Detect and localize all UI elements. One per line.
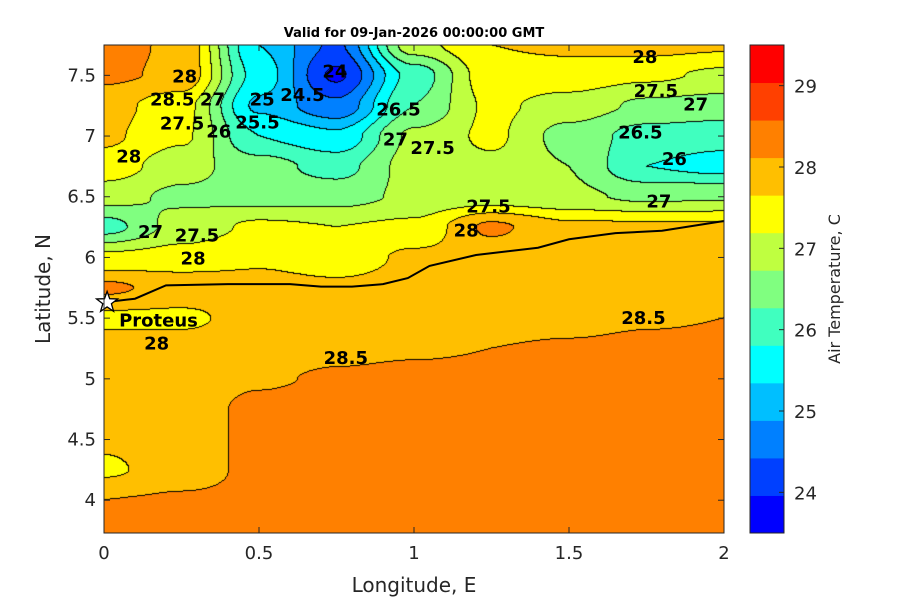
- colorbar-swatch: [750, 82, 784, 121]
- contour-label: 27.5: [410, 138, 454, 159]
- colorbar-swatch: [750, 45, 784, 84]
- contour-label: 28.5: [324, 348, 368, 369]
- temperature-field: [104, 45, 724, 533]
- contour-label: 27.5: [466, 196, 510, 217]
- station-label: Proteus: [119, 310, 198, 331]
- contour-label: 28: [144, 333, 169, 354]
- y-tick-label: 5.5: [67, 308, 96, 329]
- colorbar-swatch: [750, 495, 784, 534]
- colorbar: 24 25 26 27 28 29: [749, 44, 817, 534]
- x-tick-label: 0: [98, 543, 109, 564]
- contour-label: 25.5: [235, 113, 279, 134]
- colorbar-swatch: [750, 307, 784, 346]
- colorbar-tick-label: 26: [794, 321, 817, 342]
- contour-label: 26.5: [376, 99, 420, 120]
- colorbar-tick-label: 29: [794, 77, 817, 98]
- coastline: [103, 220, 725, 304]
- y-axis: 4 4.5 5 5.5 6 6.5 7 7.5: [67, 65, 724, 511]
- colorbar-swatch: [750, 120, 784, 159]
- y-tick-label: 5: [85, 369, 96, 390]
- colorbar-tick-label: 24: [794, 483, 817, 504]
- contour-label: 25: [250, 90, 275, 111]
- y-tick-label: 7.5: [67, 65, 96, 86]
- x-axis: 0 0.5 1 1.5 2: [98, 45, 730, 564]
- contour-label: 27: [646, 192, 671, 213]
- contour-label: 28: [172, 66, 197, 87]
- x-tick-label: 1.5: [555, 543, 584, 564]
- contour-label: 24.5: [280, 85, 324, 106]
- chart-title: Valid for 09-Jan-2026 00:00:00 GMT: [284, 26, 545, 41]
- y-tick-label: 4: [85, 490, 96, 511]
- y-axis-label: Latitude, N: [31, 234, 55, 344]
- colorbar-tick-label: 27: [794, 239, 817, 260]
- y-tick-label: 6.5: [67, 187, 96, 208]
- colorbar-swatch: [750, 157, 784, 196]
- y-tick-label: 7: [85, 126, 96, 147]
- contour-label: 28.5: [621, 308, 665, 329]
- x-axis-label: Longitude, E: [352, 573, 477, 597]
- station-marker: Proteus: [94, 289, 198, 331]
- colorbar-tick-label: 28: [794, 158, 817, 179]
- contour-label: 27: [138, 222, 163, 243]
- contour-label: 28.5: [150, 90, 194, 111]
- colorbar-swatch: [750, 457, 784, 496]
- contour-label: 27: [683, 94, 708, 115]
- contour-label: 26: [662, 149, 687, 170]
- contour-label: 26.5: [618, 122, 662, 143]
- contour-label: 27.5: [634, 81, 678, 102]
- contour-label: 27.5: [160, 113, 204, 134]
- colorbar-frame: [749, 44, 785, 534]
- x-tick-label: 2: [718, 543, 729, 564]
- coastline-path: [103, 220, 725, 304]
- star-icon: [94, 289, 120, 313]
- contour-label: 26: [206, 122, 231, 143]
- colorbar-swatch: [750, 420, 784, 459]
- contour-label: 28: [116, 147, 141, 168]
- contour-label: 27.5: [175, 226, 219, 247]
- contour-label: 27: [383, 130, 408, 151]
- colorbar-tick-label: 25: [794, 402, 817, 423]
- contour-label: 24: [322, 62, 347, 83]
- contour-label: 28: [454, 220, 479, 241]
- colorbar-label: Air Temperature, C: [825, 214, 844, 364]
- colorbar-swatch: [750, 232, 784, 271]
- contour-label: 27: [200, 90, 225, 111]
- colorbar-swatch: [750, 345, 784, 384]
- x-tick-label: 1: [408, 543, 419, 564]
- contour-label: 28: [632, 47, 657, 68]
- colorbar-swatch: [750, 270, 784, 309]
- y-tick-label: 4.5: [67, 430, 96, 451]
- y-tick-label: 6: [85, 247, 96, 268]
- contour-label: 28: [181, 249, 206, 270]
- colorbar-swatch: [750, 382, 784, 421]
- x-tick-label: 0.5: [245, 543, 274, 564]
- colorbar-swatch: [750, 195, 784, 234]
